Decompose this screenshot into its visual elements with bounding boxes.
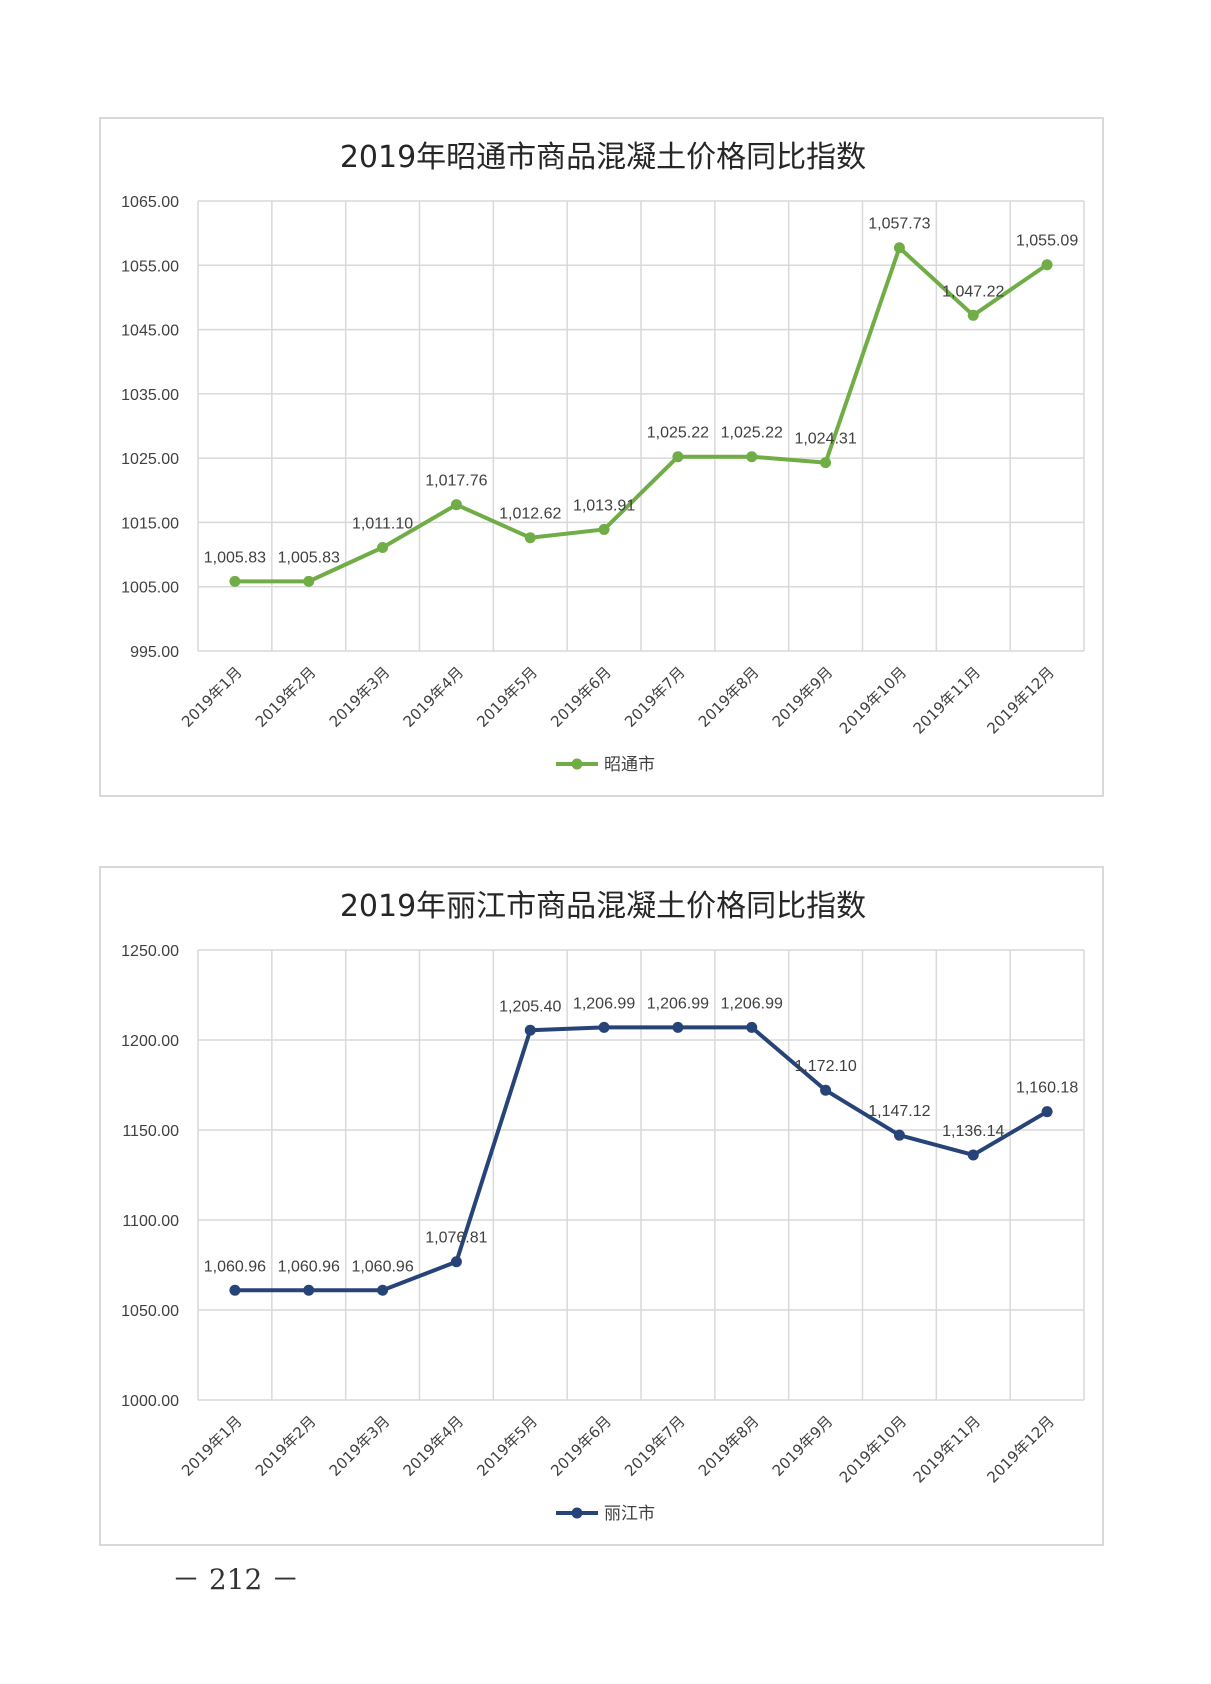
data-label: 1,205.40 <box>499 998 561 1015</box>
x-tick-label: 2019年12月 <box>983 1412 1057 1486</box>
y-tick-label: 1035.00 <box>121 387 179 404</box>
data-point <box>598 1021 610 1033</box>
legend-marker <box>571 1507 583 1519</box>
legend-label: 丽江市 <box>604 1504 655 1524</box>
data-label: 1,017.76 <box>425 473 487 490</box>
y-tick-label: 1045.00 <box>121 323 179 340</box>
y-tick-label: 1150.00 <box>122 1123 179 1140</box>
data-point <box>1041 1106 1053 1118</box>
x-tick-label: 2019年11月 <box>910 1412 984 1486</box>
data-point <box>524 1024 536 1036</box>
x-tick-label: 2019年4月 <box>400 1412 468 1480</box>
data-label: 1,136.14 <box>942 1123 1004 1140</box>
y-tick-label: 1055.00 <box>121 258 179 275</box>
data-point <box>229 1284 241 1296</box>
x-tick-label: 2019年6月 <box>547 1412 615 1480</box>
x-tick-label: 2019年9月 <box>769 663 837 731</box>
data-point <box>524 532 536 544</box>
data-label: 1,025.22 <box>721 425 783 442</box>
data-label: 1,047.22 <box>942 283 1004 300</box>
data-point <box>672 451 684 463</box>
y-tick-label: 1005.00 <box>121 580 179 597</box>
data-point <box>450 499 462 511</box>
chart-lijiang: 2019年丽江市商品混凝土价格同比指数 1000.00 1050.00 1100.00… <box>99 866 1104 1546</box>
x-tick-label: 2019年7月 <box>621 663 689 731</box>
data-label: 1,060.96 <box>351 1258 413 1275</box>
data-label: 1,057.73 <box>868 216 930 233</box>
data-point <box>303 575 315 587</box>
data-label: 1,012.62 <box>499 506 561 523</box>
y-tick-label: 1250.00 <box>121 943 179 960</box>
x-tick-label: 2019年6月 <box>547 663 615 731</box>
chart-lijiang-svg: 2019年丽江市商品混凝土价格同比指数 1000.00 1050.00 1100.00… <box>121 889 1085 1524</box>
x-tick-label: 2019年4月 <box>400 663 468 731</box>
chart-title: 2019年昭通市商品混凝土价格同比指数 <box>340 140 866 175</box>
y-tick-label: 1050.00 <box>121 1303 179 1320</box>
x-tick-label: 2019年11月 <box>910 663 984 737</box>
x-tick-label: 2019年10月 <box>836 1412 910 1486</box>
x-tick-label: 2019年5月 <box>473 1412 541 1480</box>
x-tick-label: 2019年12月 <box>983 663 1057 737</box>
data-label: 1,011.10 <box>352 516 413 533</box>
data-label: 1,055.09 <box>1016 233 1078 250</box>
data-point <box>377 542 389 553</box>
data-label: 1,147.12 <box>868 1103 930 1120</box>
data-point <box>893 242 905 254</box>
data-label: 1,024.31 <box>794 431 856 448</box>
y-tick-label: 1100.00 <box>122 1213 179 1230</box>
data-point <box>1041 259 1053 271</box>
data-label: 1,206.99 <box>573 995 635 1012</box>
data-point <box>746 1021 758 1033</box>
y-tick-label: 1065.00 <box>121 194 179 211</box>
data-point <box>377 1284 389 1296</box>
data-label: 1,160.18 <box>1016 1080 1078 1097</box>
x-tick-label: 2019年8月 <box>695 663 763 731</box>
y-tick-label: 1000.00 <box>121 1393 179 1410</box>
x-tick-label: 2019年10月 <box>836 663 910 737</box>
page-number: － 212 － <box>172 1563 300 1596</box>
series-line <box>232 1025 1050 1293</box>
x-tick-label: 2019年3月 <box>326 663 394 731</box>
x-tick-label: 2019年1月 <box>178 1412 246 1480</box>
x-tick-label: 2019年1月 <box>178 663 246 731</box>
data-label: 1,060.96 <box>204 1258 266 1275</box>
chart-zhaotong: 2019年昭通市商品混凝土价格同比指数 995.00 1005.00 1015.00 1… <box>99 117 1104 797</box>
y-tick-label: 1015.00 <box>121 515 179 532</box>
data-point <box>820 457 832 469</box>
x-tick-label: 2019年9月 <box>769 1412 837 1480</box>
data-point <box>229 575 241 587</box>
data-point <box>746 451 758 463</box>
data-label: 1,206.99 <box>647 995 709 1012</box>
y-tick-label: 995.00 <box>130 644 179 661</box>
data-point <box>893 1129 905 1141</box>
x-tick-label: 2019年5月 <box>473 663 541 731</box>
chart-title: 2019年丽江市商品混凝土价格同比指数 <box>340 889 866 924</box>
legend-label: 昭通市 <box>604 755 655 775</box>
data-label: 1,206.99 <box>721 995 783 1012</box>
legend-marker <box>571 758 583 770</box>
x-tick-label: 2019年7月 <box>621 1412 689 1480</box>
x-tick-label: 2019年2月 <box>252 663 320 731</box>
y-tick-label: 1200.00 <box>121 1033 179 1050</box>
data-point <box>450 1256 462 1268</box>
data-label: 1,060.96 <box>278 1258 340 1275</box>
data-point <box>303 1284 315 1296</box>
data-point <box>672 1021 684 1033</box>
data-label: 1,076.81 <box>425 1230 487 1247</box>
data-point <box>967 1149 979 1161</box>
data-label: 1,172.10 <box>794 1058 856 1075</box>
data-label: 1,005.83 <box>204 549 266 566</box>
x-tick-label: 2019年3月 <box>326 1412 394 1480</box>
data-point <box>598 523 610 535</box>
data-point <box>967 309 979 321</box>
chart-zhaotong-svg: 2019年昭通市商品混凝土价格同比指数 995.00 1005.00 1015.00 1… <box>121 140 1085 775</box>
y-tick-label: 1025.00 <box>121 451 179 468</box>
series-line <box>232 245 1050 584</box>
data-label: 1,025.22 <box>647 425 709 442</box>
x-tick-label: 2019年8月 <box>695 1412 763 1480</box>
data-label: 1,013.91 <box>573 497 635 514</box>
x-tick-label: 2019年2月 <box>252 1412 320 1480</box>
data-label: 1,005.83 <box>278 549 340 566</box>
data-point <box>820 1084 832 1096</box>
